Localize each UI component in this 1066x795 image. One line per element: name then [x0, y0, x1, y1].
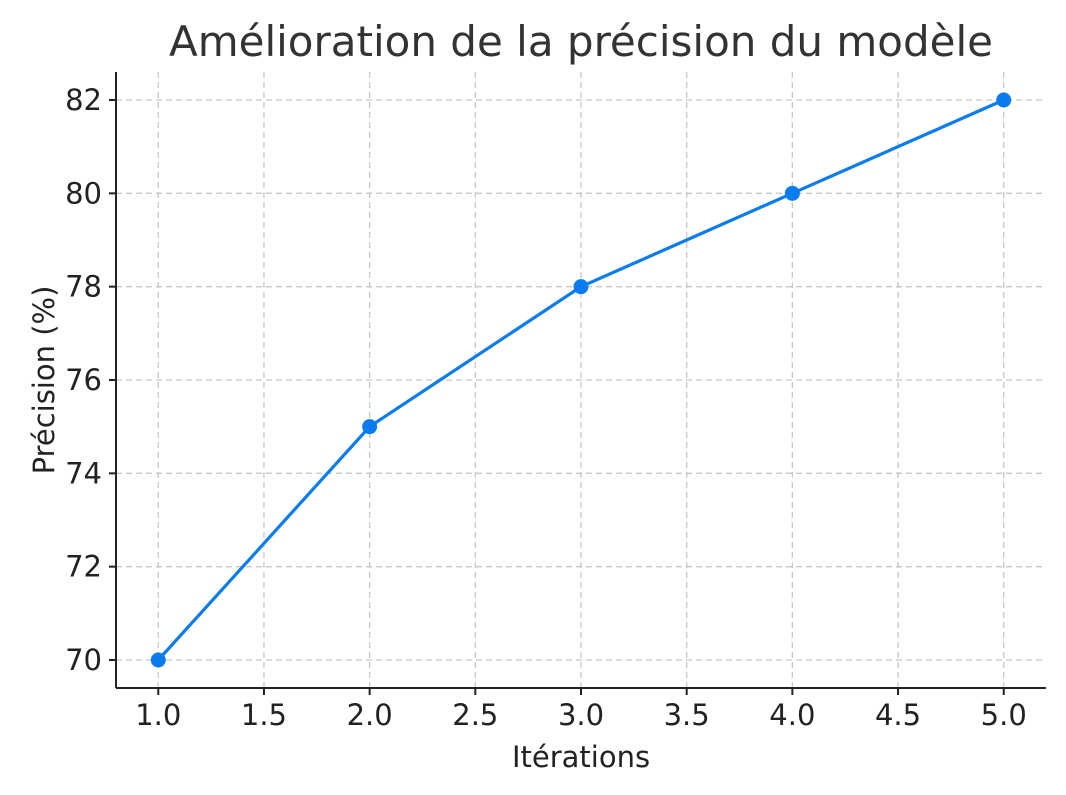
data-point-0-4: [996, 92, 1012, 108]
y-tick-label-4: 78: [65, 270, 102, 304]
x-tick-label-3: 2.5: [452, 698, 498, 732]
data-point-0-1: [362, 419, 378, 435]
x-tick-label-4: 3.0: [558, 698, 604, 732]
data-point-0-0: [150, 652, 166, 668]
x-tick-label-2: 2.0: [347, 698, 393, 732]
y-tick-label-0: 70: [65, 643, 102, 677]
x-tick-label-0: 1.0: [135, 698, 181, 732]
y-tick-label-5: 80: [65, 176, 102, 210]
series: [150, 92, 1012, 668]
data-point-0-3: [784, 185, 800, 201]
x-tick-label-1: 1.5: [241, 698, 287, 732]
y-tick-label-6: 82: [65, 83, 102, 117]
x-tick-label-7: 4.5: [875, 698, 921, 732]
x-tick-label-6: 4.0: [769, 698, 815, 732]
x-axis-label: Itérations: [512, 740, 650, 774]
x-tick-label-8: 5.0: [981, 698, 1027, 732]
y-axis-label: Précision (%): [27, 286, 61, 475]
data-point-0-2: [573, 279, 589, 295]
y-tick-label-2: 74: [65, 456, 102, 490]
x-tick-label-5: 3.5: [664, 698, 710, 732]
y-tick-label-1: 72: [65, 550, 102, 584]
x-ticks: 1.0 1.5 2.0 2.5 3.0 3.5 4.0 4.5 5.0: [135, 688, 1027, 732]
grid: [116, 72, 1046, 688]
y-ticks: 70 72 74 76 78 80 82: [65, 83, 116, 677]
chart-title: Amélioration de la précision du modèle: [169, 17, 993, 66]
y-tick-label-3: 76: [65, 363, 102, 397]
